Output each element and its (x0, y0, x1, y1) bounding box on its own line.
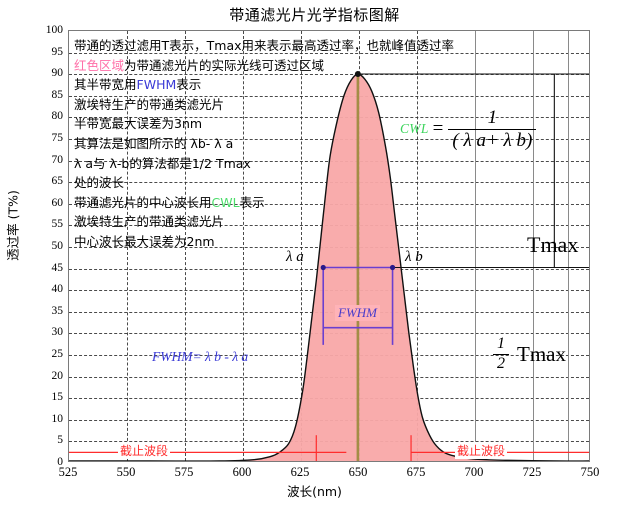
y-tick-label: 100 (45, 24, 63, 36)
annotation-line: 红色区域为带通滤光片的实际光线可透过区域 (74, 56, 404, 76)
fwhm-equation-label: FWHM= λ b - λ a (152, 349, 249, 364)
gridline-horizontal (69, 52, 589, 54)
annotation-line: 激埃特生产的带通类滤光片 (74, 212, 404, 232)
gridline-horizontal (69, 117, 589, 119)
y-tick-label: 50 (51, 240, 64, 252)
annotation-text: 带通的透过滤用T表示，Tmax用来表示最高透过率，也就峰值透过率 (74, 38, 455, 53)
gridline-horizontal (69, 139, 589, 140)
annotation-line: 带通的透过滤用T表示，Tmax用来表示最高透过率，也就峰值透过率 (74, 36, 454, 56)
gridline-horizontal (69, 95, 589, 97)
x-axis-title: 波长(nm) (287, 484, 342, 499)
annotation-text: 处的波长 (74, 175, 125, 191)
y-tick-label: 5 (57, 434, 63, 447)
y-tick-label: 0 (57, 456, 63, 468)
annotation-line: 处的波长 (74, 173, 404, 193)
y-tick-label: 35 (51, 304, 64, 317)
y-tick-label: 30 (51, 326, 64, 339)
page-title: 带通滤光片光学指标图解 (229, 6, 400, 24)
x-tick-label: 700 (464, 465, 484, 479)
annotation-line: 激埃特生产的带通类滤光片 (74, 95, 404, 115)
gridline-vertical (475, 31, 476, 461)
fwhm-marker-label: FWHM (335, 305, 380, 321)
gridline-horizontal (69, 74, 589, 76)
x-tick-label: 650 (348, 465, 368, 479)
cwl-formula: CWL = 1 ( λ a+ λ b) (400, 107, 537, 151)
gridline-vertical (185, 31, 186, 461)
x-tick-label: 575 (174, 465, 194, 479)
annotation-text: 表示 (176, 77, 202, 93)
annotation-text: 带通滤光片的中心波长用 (74, 194, 212, 210)
y-tick-label: 75 (51, 132, 64, 144)
y-tick-label: 80 (51, 110, 64, 123)
gridline-vertical (417, 31, 418, 461)
gridline-vertical (301, 31, 302, 461)
half-numerator: 1 (497, 335, 505, 352)
y-tick-label: 45 (51, 261, 64, 274)
annotation-text: 半带宽最大误差为3nm (74, 116, 203, 132)
cwl-denominator: ( λ a+ λ b) (448, 128, 537, 151)
x-tick-label: 725 (522, 465, 542, 479)
y-tick-label: 25 (51, 348, 64, 360)
x-tick-label: 675 (406, 465, 426, 479)
gridline-vertical (243, 31, 244, 461)
annotation-text: 为带通滤光片的实际光线可透过区域 (124, 57, 325, 73)
annotation-line: 其半带宽用FWHM表示 (74, 75, 404, 95)
annotation-line: λ a与 λ-b的算法都是1/2 Tmax (74, 154, 404, 174)
annotation-line: 其算法是如图所示的 λb- λ a (74, 134, 404, 154)
transmission-curve (69, 71, 589, 461)
x-tick-label: 525 (58, 465, 78, 479)
x-tick-label: 550 (116, 465, 136, 479)
annotation-note-block: 带通的透过滤用T表示，Tmax用来表示最高透过率，也就峰值透过率 红色区域为带通滤… (74, 36, 454, 252)
y-tick-label: 60 (51, 196, 64, 209)
half-tmax-text: Tmax (517, 341, 566, 366)
cutoff-right-label: 截止波段 (455, 442, 508, 459)
cwl-equals-sign: = (432, 118, 444, 140)
half-denominator: 2 (493, 353, 509, 373)
annotation-text: 红色区域 (74, 57, 125, 73)
cwl-fraction: 1 ( λ a+ λ b) (448, 107, 537, 151)
cwl-numerator: 1 (487, 107, 498, 128)
tmax-label: Tmax (527, 232, 579, 257)
gridline-vertical (127, 31, 128, 461)
y-axis-ticks: 100 95 90 85 80 75 70 65 60 55 50 45 40 35 30 25 20 15 10 5… (0, 24, 66, 468)
y-tick-label: 15 (51, 391, 64, 404)
annotation-text: CWL (211, 194, 240, 210)
half-tmax-label: 1 2 Tmax (487, 335, 566, 373)
annotation-line: 中心波长最大误差为2nm (74, 232, 404, 252)
y-tick-label: 40 (51, 283, 64, 296)
annotation-line: 带通滤光片的中心波长用CWL表示 (74, 193, 404, 213)
plot-area (68, 30, 590, 462)
y-tick-label: 20 (51, 369, 64, 382)
y-tick-label: 90 (51, 67, 64, 80)
y-tick-label: 70 (51, 153, 64, 166)
annotation-text: 激埃特生产的带通类滤光片 (74, 214, 225, 230)
annotation-line: 半带宽最大误差为3nm (74, 114, 404, 134)
lambda-b-label: λ b (405, 249, 423, 265)
x-tick-label: 625 (290, 465, 310, 479)
lambda-a-label: λ a (286, 249, 304, 265)
gridline-vertical (533, 31, 534, 461)
annotation-text: 中心波长最大误差为2nm (74, 233, 215, 249)
annotation-text: 表示 (239, 194, 265, 210)
y-tick-label: 95 (51, 45, 64, 58)
lambda-b-marker (389, 264, 396, 271)
half-fraction: 1 2 (487, 335, 515, 373)
annotation-text: FWHM (136, 77, 177, 93)
y-tick-label: 10 (51, 412, 64, 425)
annotation-text: 激埃特生产的带通类滤光片 (74, 96, 225, 112)
y-tick-label: 65 (51, 175, 64, 188)
x-tick-label: 750 (580, 465, 600, 479)
gridline-vertical (567, 31, 569, 461)
annotation-text: λ a与 λ-b的算法都是1/2 Tmax (74, 155, 251, 171)
lambda-a-marker (320, 264, 326, 271)
annotation-text: 其算法是如图所示的 λb- λ a (74, 135, 234, 151)
y-tick-label: 85 (51, 88, 64, 101)
x-tick-label: 600 (232, 465, 252, 479)
y-tick-label: 55 (51, 218, 64, 231)
peak-marker (354, 71, 361, 77)
cutoff-left-label: 截止波段 (118, 442, 171, 459)
cwl-formula-label: CWL (400, 121, 429, 137)
annotation-text: 其半带宽用 (74, 77, 137, 93)
